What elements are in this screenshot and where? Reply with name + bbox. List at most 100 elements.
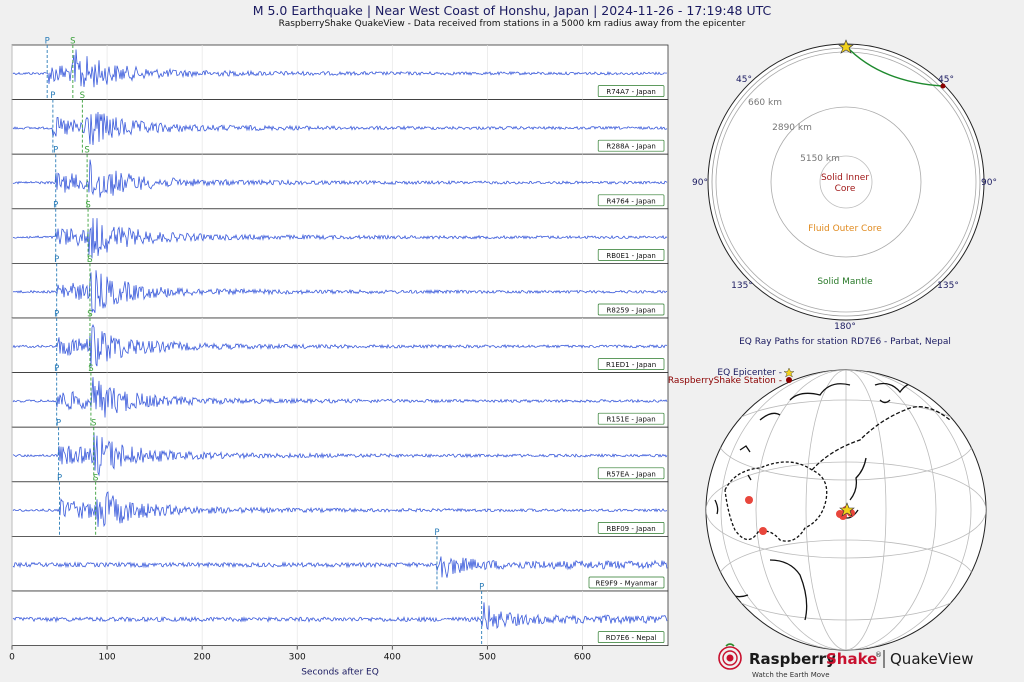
s-arrival-label: S [87, 255, 92, 265]
station-label: RE9F9 - Myanmar [595, 580, 657, 588]
station-label: R151E - Japan [607, 416, 656, 424]
station-label-box [597, 467, 665, 480]
waveform-line [12, 432, 668, 477]
station-label-box [597, 194, 665, 207]
p-arrival-label: P [53, 146, 58, 156]
brand-product: QuakeView [890, 650, 973, 668]
angle-label-90-left: 90° [692, 178, 708, 188]
mantle-ring-1 [711, 47, 981, 317]
x-tick-label: 400 [384, 653, 401, 663]
coastlines [714, 382, 951, 621]
brand-logo: Raspberry Shake ® QuakeView Watch the Ea… [718, 643, 973, 679]
waveform-line [12, 49, 668, 88]
waveform-line [12, 323, 668, 368]
x-tick-label: 200 [194, 653, 211, 663]
station-marker-japan-4 [839, 512, 847, 520]
chart-subtitle: RaspberryShake QuakeView - Data received… [278, 19, 746, 29]
waveform-line [12, 377, 668, 418]
mantle-ring-2 [715, 51, 977, 313]
station-label: R57EA - Japan [606, 470, 655, 478]
s-arrival-label: S [93, 473, 98, 483]
trace-panel [11, 153, 669, 210]
x-tick-label: 0 [9, 653, 15, 663]
station-label-box [597, 249, 665, 261]
x-tick-label: 500 [479, 653, 496, 663]
x-axis-label: Seconds after EQ [301, 668, 379, 678]
station-label-box [597, 631, 665, 643]
waveform-line [12, 556, 668, 578]
station-markers [745, 496, 855, 535]
globe-disc [705, 369, 987, 651]
x-tick-label: 600 [574, 653, 591, 663]
p-arrival-label: P [434, 528, 439, 538]
waveform-line [12, 111, 668, 146]
seismogram-panel: P S R74A7 - Japan P S R288A - Japan P S R4764 - … [9, 37, 669, 678]
p-arrival-label: P [54, 364, 59, 374]
ray-diagram-caption: EQ Ray Paths for station RD7E6 - Parbat,… [739, 337, 951, 347]
station-marker-japan-1 [836, 510, 844, 518]
x-tick-label: 300 [289, 653, 306, 663]
p-arrival-label: P [53, 200, 58, 210]
raspberry-logo-icon [718, 643, 742, 670]
waveform-line [12, 270, 668, 313]
station-marker-japan-3 [847, 509, 855, 517]
depth-label-5150: 5150 km [800, 154, 840, 164]
layer-label-inner-core-2: Core [835, 184, 856, 194]
globe-map: EQ Epicenter - RaspberryShake Station - [668, 367, 987, 651]
station-label-box [597, 303, 665, 316]
station-label-box [597, 412, 665, 425]
depth-label-2890: 2890 km [772, 123, 812, 133]
layer-label-outer-core: Fluid Outer Core [808, 224, 882, 234]
station-marker-japan-2 [842, 506, 850, 514]
station-label-box [597, 85, 665, 97]
p-arrival-label: P [54, 255, 59, 265]
chart-title: M 5.0 Earthquake | Near West Coast of Ho… [252, 3, 772, 18]
outer-core-boundary [770, 106, 922, 258]
angle-label-135-left: 135° [731, 281, 753, 291]
s-arrival-label: S [87, 310, 92, 320]
s-arrival-label: S [85, 200, 90, 210]
s-arrival-label: S [91, 419, 96, 429]
station-label-box [597, 139, 665, 152]
ray-path-line [845, 45, 944, 87]
p-arrival-label: P [57, 473, 62, 483]
station-label-box [588, 576, 665, 589]
trace-panel [11, 372, 669, 428]
depth-label-660: 660 km [748, 98, 782, 108]
s-arrival-label: S [80, 91, 85, 101]
station-label: RBF09 - Japan [607, 525, 656, 533]
angle-label-135-right: 135° [937, 281, 959, 291]
angle-label-45-right: 45° [938, 75, 954, 85]
globe-epicenter-star-icon [839, 502, 855, 517]
layer-label-mantle: Solid Mantle [817, 277, 873, 287]
station-marker-nepal [745, 496, 753, 504]
brand-name-b: Shake [826, 650, 877, 668]
s-arrival-label: S [84, 146, 89, 156]
station-label: R1ED1 - Japan [606, 361, 656, 369]
s-arrival-label: S [88, 364, 93, 374]
layer-label-inner-core-1: Solid Inner [821, 173, 869, 183]
x-tick-label: 100 [98, 653, 115, 663]
waveform-line [12, 491, 668, 528]
legend-star-icon [783, 367, 795, 378]
station-label: R8259 - Japan [607, 307, 656, 315]
legend-circle-icon [786, 377, 792, 383]
epicenter-star-icon [838, 39, 854, 54]
s-arrival-label: S [70, 37, 75, 47]
station-label: R74A7 - Japan [606, 88, 656, 96]
station-label: RD7E6 - Nepal [606, 634, 657, 642]
brand-name-a: Raspberry [749, 650, 836, 668]
earth-surface-ring [707, 43, 985, 321]
ray-path-diagram: 45° 45° 90° 90° 135° 135° 180° 660 km 28… [692, 39, 997, 347]
station-label: RB0E1 - Japan [606, 252, 656, 260]
p-arrival-label: P [56, 419, 61, 429]
angle-label-45-left: 45° [736, 75, 752, 85]
p-arrival-label: P [54, 310, 59, 320]
brand-tagline: Watch the Earth Move [752, 671, 830, 679]
waveform-line [12, 218, 668, 259]
angle-label-180: 180° [834, 322, 856, 332]
inner-core-boundary [819, 155, 873, 209]
station-label: R4764 - Japan [607, 197, 656, 205]
waveform-line [12, 159, 668, 198]
station-label-box [597, 358, 665, 370]
